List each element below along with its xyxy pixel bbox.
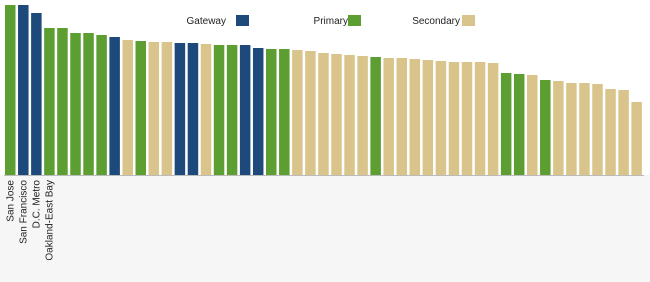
bar (474, 62, 486, 175)
bar (122, 40, 133, 175)
bar (239, 45, 251, 175)
bar (409, 59, 421, 175)
bar (174, 43, 186, 175)
legend-swatch (462, 15, 475, 26)
bar (5, 5, 16, 175)
bar (540, 80, 551, 175)
bar (579, 83, 590, 175)
x-tick-label: D.C. Metro (31, 180, 42, 229)
x-tick-label: San Jose (5, 180, 16, 222)
bar (18, 5, 29, 175)
bar (305, 51, 316, 175)
bar (461, 62, 473, 175)
bar (370, 57, 381, 175)
bar (148, 42, 160, 175)
bar (109, 37, 120, 175)
bar (200, 44, 212, 175)
bar (513, 74, 525, 175)
legend-swatch (236, 15, 249, 26)
bar (435, 61, 447, 175)
bar (279, 49, 290, 175)
bar (44, 28, 55, 175)
bar (344, 55, 355, 175)
bar (396, 58, 407, 175)
bar (422, 60, 434, 175)
bar (383, 58, 394, 175)
bar (83, 33, 94, 175)
bar (226, 45, 238, 175)
bar (252, 48, 264, 175)
bar (318, 53, 329, 175)
bar (70, 33, 81, 175)
bar (187, 43, 199, 175)
bar (266, 49, 277, 175)
legend-swatch (348, 15, 361, 26)
bar (487, 63, 499, 175)
bar (553, 81, 564, 175)
bar (31, 13, 42, 175)
bar (161, 42, 173, 175)
bar (566, 83, 577, 175)
bar (631, 102, 642, 175)
bar (357, 56, 368, 175)
bar (213, 45, 225, 175)
bar (527, 75, 538, 175)
bar (292, 50, 303, 175)
bar (618, 90, 629, 175)
x-tick-label: Oakland-East Bay (44, 180, 55, 261)
bar (96, 35, 107, 175)
legend-label: Primary (314, 16, 348, 27)
legend-label: Gateway (187, 16, 226, 27)
bar (500, 73, 512, 175)
bar (331, 54, 342, 175)
bar (57, 28, 68, 175)
x-tick-label: San Francisco (18, 180, 29, 244)
bar (135, 41, 146, 175)
bar (605, 89, 616, 175)
bar (448, 62, 460, 175)
label-area (0, 175, 650, 282)
legend-label: Secondary (412, 16, 460, 27)
bar (592, 84, 603, 175)
